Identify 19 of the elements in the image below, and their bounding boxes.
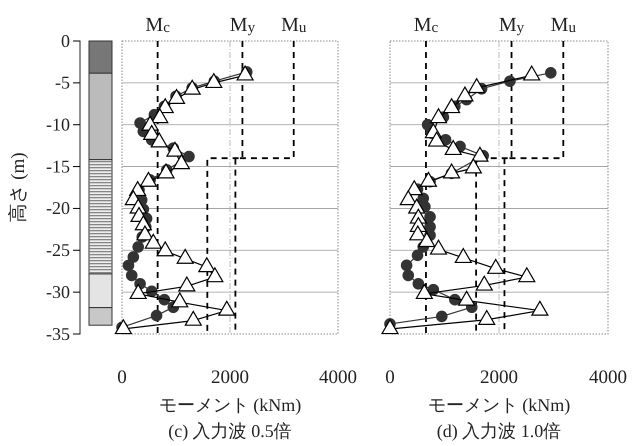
y-tick-label: -5 <box>55 72 70 93</box>
x-axis-title: モーメント (kNm) <box>428 395 570 415</box>
y-tick-label: -30 <box>46 282 70 302</box>
y-tick-label: -35 <box>46 324 70 344</box>
y-tick-label: -20 <box>46 198 70 218</box>
x-tick-label: 2000 <box>480 367 518 388</box>
y-tick-label: -25 <box>46 240 70 260</box>
text: (c) 入力波 0.5倍 <box>168 421 292 441</box>
x-tick-label: 0 <box>117 367 127 388</box>
x-axis-title: モーメント (kNm) <box>158 395 302 415</box>
y-tick-label: -15 <box>46 156 70 176</box>
x-tick-label: 0 <box>385 367 395 388</box>
x-tick-label: 2000 <box>211 367 249 388</box>
y-tick-label: 0 <box>61 30 70 51</box>
text: (d) 入力波 1.0倍 <box>436 421 562 441</box>
y-tick-label: -10 <box>46 114 70 134</box>
x-tick-label: 4000 <box>589 367 627 388</box>
y-axis-title: 高さ (m) <box>7 152 29 223</box>
x-tick-label: 4000 <box>319 367 357 388</box>
